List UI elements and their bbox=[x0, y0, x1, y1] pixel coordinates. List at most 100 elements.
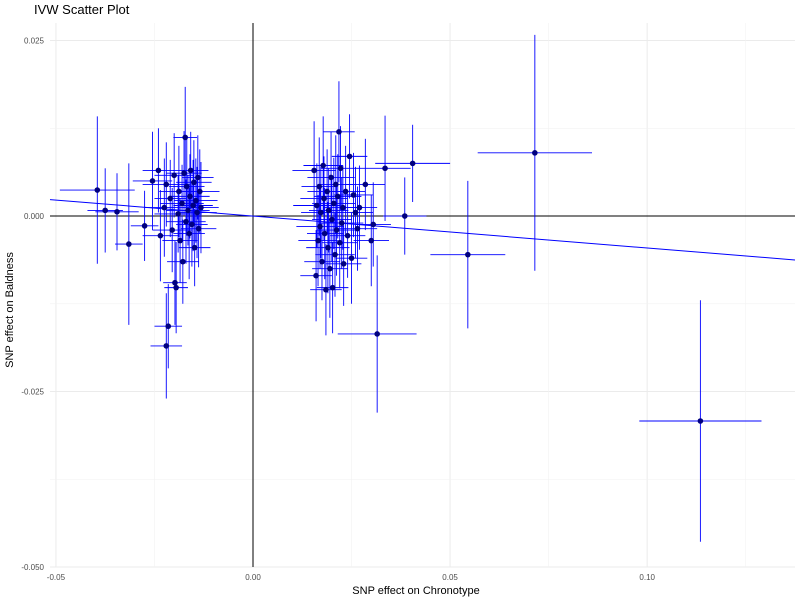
data-point bbox=[185, 207, 191, 214]
data-point bbox=[314, 202, 320, 209]
data-point bbox=[374, 331, 380, 337]
data-point bbox=[173, 284, 179, 291]
data-point bbox=[329, 284, 336, 291]
data-point bbox=[182, 134, 189, 141]
ivw-line bbox=[49, 199, 796, 261]
data-point bbox=[195, 174, 201, 181]
data-point bbox=[368, 237, 375, 244]
data-point bbox=[337, 165, 344, 172]
data-point bbox=[187, 193, 193, 200]
y-tick-label: 0.000 bbox=[24, 212, 45, 221]
data-point bbox=[325, 207, 332, 214]
data-point bbox=[191, 179, 197, 186]
x-axis-title: SNP effect on Chronotype bbox=[352, 585, 479, 597]
data-point bbox=[126, 241, 132, 247]
data-point bbox=[332, 181, 339, 188]
data-point bbox=[165, 323, 172, 330]
data-point bbox=[323, 286, 329, 293]
data-point bbox=[338, 220, 345, 226]
data-point bbox=[157, 232, 164, 239]
data-point bbox=[332, 251, 338, 258]
data-point bbox=[313, 272, 319, 279]
data-point bbox=[183, 218, 189, 225]
data-point bbox=[316, 183, 323, 190]
data-point bbox=[194, 209, 200, 216]
data-point bbox=[311, 167, 317, 174]
data-point bbox=[169, 227, 175, 233]
data-point bbox=[324, 188, 330, 195]
data-point bbox=[187, 167, 194, 174]
data-point bbox=[336, 239, 343, 246]
data-point bbox=[321, 195, 327, 202]
data-point bbox=[175, 211, 181, 217]
data-point bbox=[333, 227, 340, 233]
data-point bbox=[342, 188, 349, 195]
data-point bbox=[320, 162, 326, 169]
data-point bbox=[325, 244, 331, 251]
data-point bbox=[181, 170, 187, 177]
data-point bbox=[94, 187, 101, 193]
data-point bbox=[315, 237, 321, 244]
data-point bbox=[177, 237, 183, 244]
data-point bbox=[370, 221, 377, 228]
data-point bbox=[191, 244, 198, 251]
data-point bbox=[331, 200, 337, 207]
data-point bbox=[155, 167, 162, 174]
data-point bbox=[532, 150, 538, 156]
data-point bbox=[179, 200, 185, 207]
data-point bbox=[189, 221, 195, 228]
data-point bbox=[321, 230, 328, 237]
data-point bbox=[327, 265, 333, 272]
data-point bbox=[340, 204, 346, 211]
data-point bbox=[171, 172, 177, 179]
data-point bbox=[697, 418, 704, 424]
data-point bbox=[163, 343, 170, 349]
data-points bbox=[94, 129, 704, 424]
data-point bbox=[102, 207, 108, 214]
y-tick-label: 0.025 bbox=[24, 37, 45, 46]
data-point bbox=[180, 258, 186, 265]
data-point bbox=[196, 188, 203, 195]
data-point bbox=[176, 188, 182, 195]
ivw-regression-line bbox=[49, 199, 796, 261]
data-point bbox=[319, 258, 325, 265]
data-point bbox=[161, 204, 168, 211]
tick-labels: -0.05 0.00 0.05 0.10 -0.050 -0.025 0.000 0.025 bbox=[21, 37, 655, 582]
y-tick-label: -0.050 bbox=[21, 563, 44, 572]
x-tick-label: 0.00 bbox=[245, 573, 261, 582]
data-point bbox=[195, 225, 202, 232]
data-point bbox=[348, 255, 355, 261]
x-tick-label: 0.10 bbox=[639, 573, 655, 582]
data-point bbox=[344, 232, 351, 239]
chart-title: IVW Scatter Plot bbox=[34, 2, 130, 17]
data-point bbox=[350, 192, 357, 198]
data-point bbox=[186, 230, 192, 237]
data-point bbox=[465, 251, 471, 258]
data-point bbox=[329, 216, 335, 223]
data-point bbox=[149, 178, 156, 184]
data-point bbox=[356, 204, 363, 211]
data-point bbox=[172, 279, 178, 286]
data-point bbox=[193, 197, 199, 204]
data-point bbox=[163, 181, 170, 188]
reference-lines bbox=[50, 23, 795, 567]
data-point bbox=[183, 183, 190, 190]
x-tick-label: -0.05 bbox=[47, 573, 66, 582]
gridlines bbox=[50, 23, 795, 568]
data-point bbox=[352, 209, 359, 216]
data-point bbox=[114, 209, 120, 215]
data-point bbox=[334, 193, 341, 200]
data-point bbox=[346, 153, 353, 160]
error-bars bbox=[59, 34, 762, 542]
data-point bbox=[198, 204, 204, 211]
data-point bbox=[409, 160, 416, 167]
data-point bbox=[328, 174, 334, 181]
data-point bbox=[190, 202, 196, 209]
data-point bbox=[382, 165, 388, 172]
data-point bbox=[317, 223, 323, 230]
data-point bbox=[141, 223, 148, 229]
y-axis-title: SNP effect on Baldness bbox=[4, 252, 16, 368]
data-point bbox=[340, 260, 347, 267]
x-tick-label: 0.05 bbox=[442, 573, 458, 582]
y-tick-label: -0.025 bbox=[21, 388, 44, 397]
